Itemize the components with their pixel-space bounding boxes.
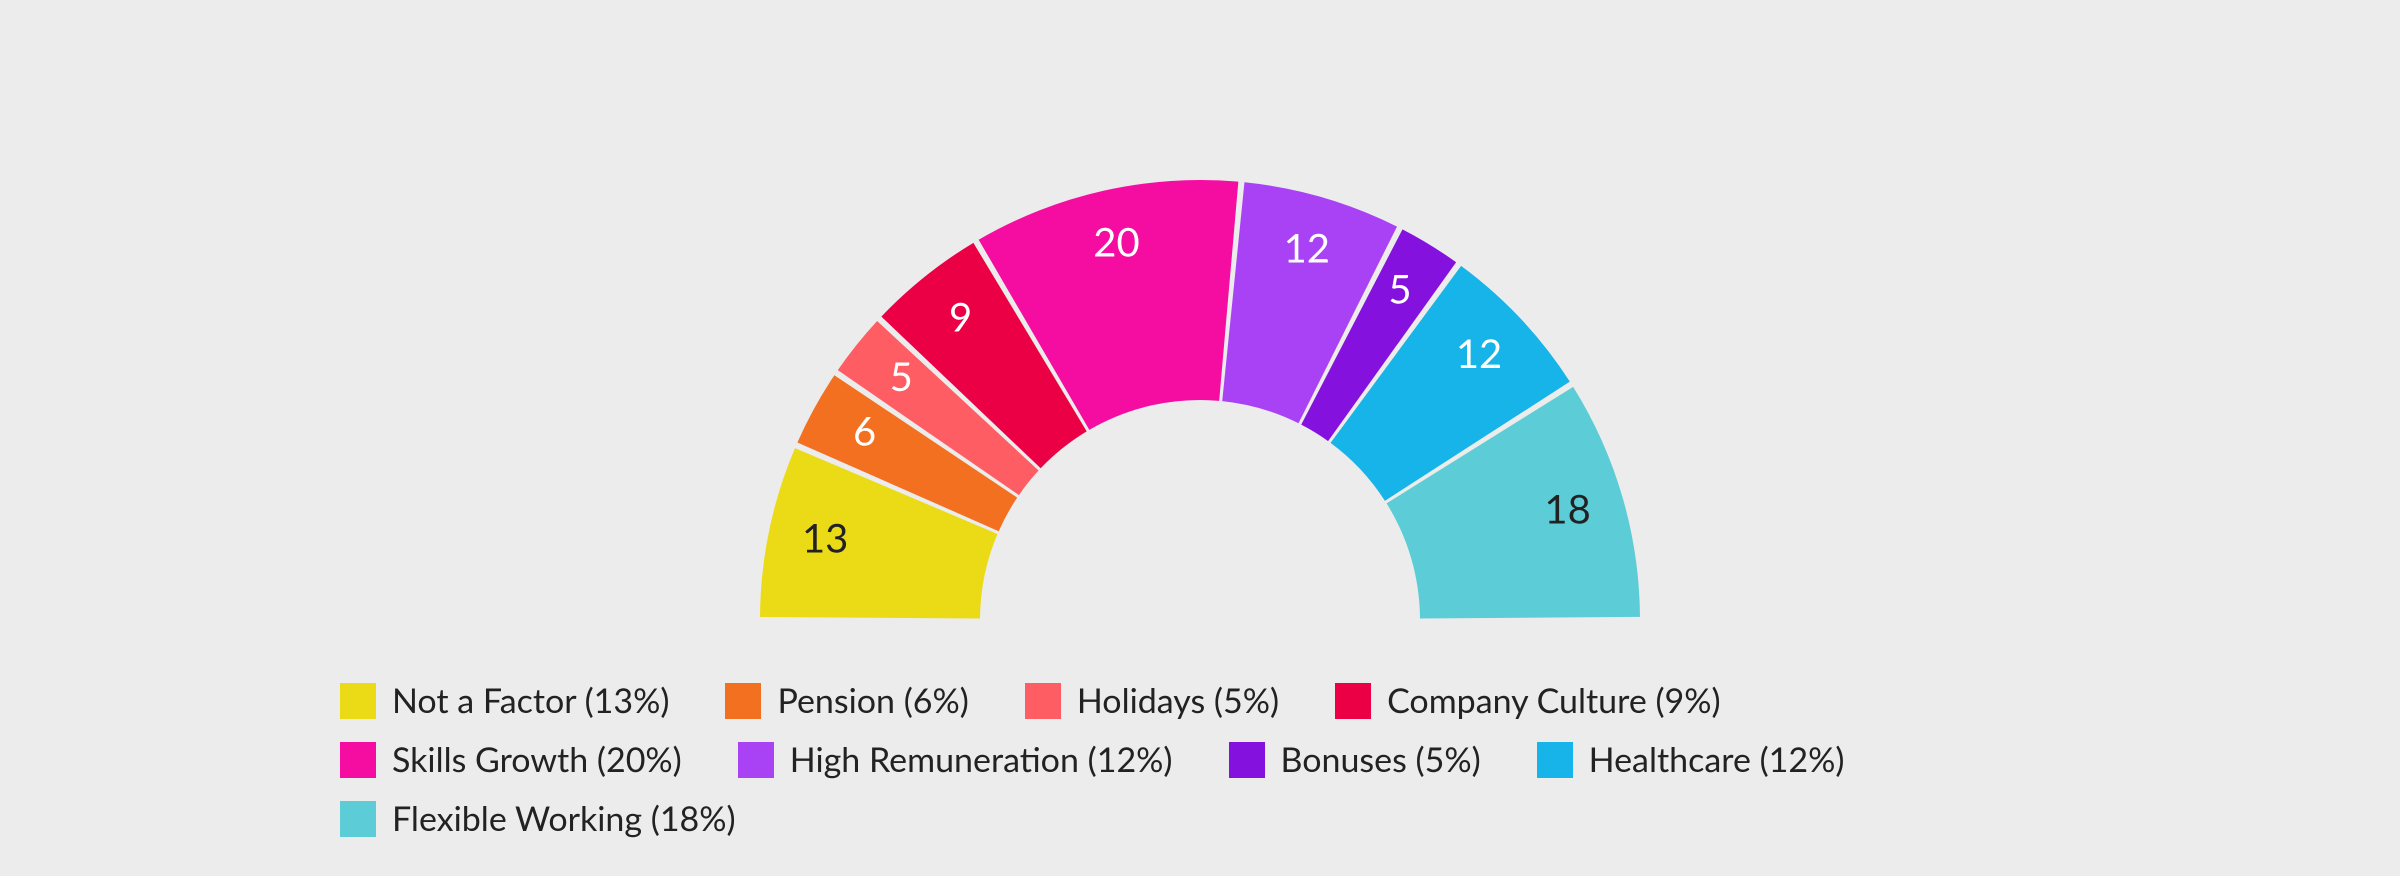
slice-value-label: 13 xyxy=(802,513,848,561)
legend-item: Company Culture (9%) xyxy=(1335,680,1721,721)
legend-label: Skills Growth (20%) xyxy=(392,739,682,780)
legend-swatch xyxy=(1335,683,1371,719)
legend-swatch xyxy=(340,683,376,719)
legend-swatch xyxy=(340,742,376,778)
slice-value-label: 9 xyxy=(949,292,972,340)
legend-item: High Remuneration (12%) xyxy=(738,739,1173,780)
legend-label: Not a Factor (13%) xyxy=(392,680,669,721)
legend: Not a Factor (13%) Pension (6%) Holidays (… xyxy=(340,680,2060,839)
legend-swatch xyxy=(725,683,761,719)
slice-value-label: 5 xyxy=(1388,265,1411,313)
legend-item: Pension (6%) xyxy=(725,680,968,721)
legend-swatch xyxy=(738,742,774,778)
legend-label: Company Culture (9%) xyxy=(1387,680,1721,721)
legend-item: Flexible Working (18%) xyxy=(340,798,736,839)
slice-value-label: 12 xyxy=(1284,224,1330,272)
legend-swatch xyxy=(1537,742,1573,778)
slice-value-label: 20 xyxy=(1093,218,1139,266)
legend-label: Pension (6%) xyxy=(777,680,968,721)
legend-label: Flexible Working (18%) xyxy=(392,798,736,839)
legend-item: Holidays (5%) xyxy=(1025,680,1279,721)
legend-item: Skills Growth (20%) xyxy=(340,739,682,780)
legend-swatch xyxy=(340,801,376,837)
legend-label: High Remuneration (12%) xyxy=(790,739,1173,780)
legend-item: Bonuses (5%) xyxy=(1229,739,1481,780)
legend-label: Holidays (5%) xyxy=(1077,680,1279,721)
slice-value-label: 5 xyxy=(890,352,913,400)
legend-item: Not a Factor (13%) xyxy=(340,680,669,721)
legend-swatch xyxy=(1229,742,1265,778)
legend-item: Healthcare (12%) xyxy=(1537,739,1845,780)
legend-label: Bonuses (5%) xyxy=(1281,739,1481,780)
slice-value-label: 18 xyxy=(1544,484,1590,532)
legend-swatch xyxy=(1025,683,1061,719)
legend-label: Healthcare (12%) xyxy=(1589,739,1845,780)
slice-value-label: 12 xyxy=(1456,329,1502,377)
slice-value-label: 6 xyxy=(853,407,876,455)
chart-stage: 13659201251218 Not a Factor (13%)Pension… xyxy=(0,0,2400,876)
